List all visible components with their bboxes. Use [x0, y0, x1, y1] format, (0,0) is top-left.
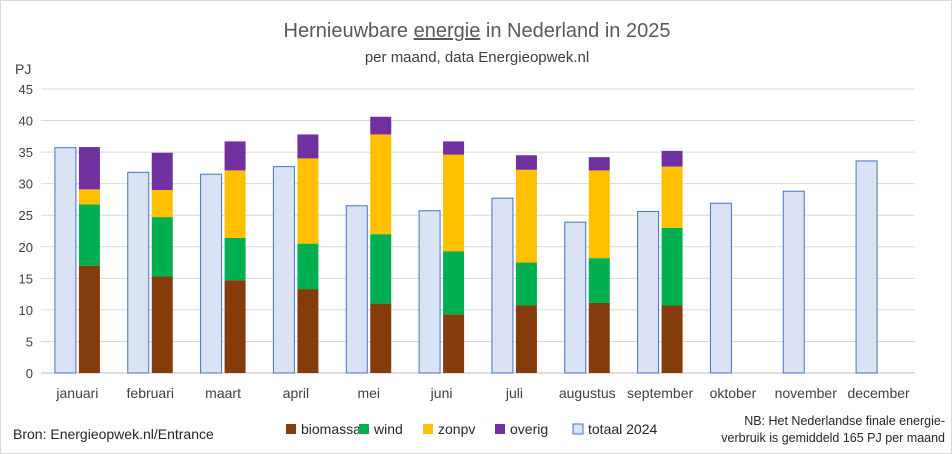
bar-segment-wind: [151, 217, 173, 277]
y-tick-labels: 0 5 10 15 20 25 30 35 40 45: [19, 82, 33, 381]
x-tick-label: september: [627, 385, 693, 401]
bar-segment-zonpv: [661, 166, 683, 228]
bar-segment-zonpv: [151, 189, 173, 218]
y-tick-label: 15: [19, 271, 33, 286]
legend-label: biomassa: [301, 421, 361, 437]
chart-subtitle: per maand, data Energieopwek.nl: [365, 49, 589, 66]
legend: biomassa wind zonpv overig totaal 2024: [286, 421, 657, 437]
bar-segment-overig: [151, 152, 173, 190]
legend-swatch-biomassa: [286, 424, 296, 434]
x-tick-label: oktober: [710, 385, 757, 401]
bar-segment-biomassa: [151, 276, 173, 373]
bar-segment-biomassa: [370, 303, 392, 373]
y-tick-label: 0: [26, 366, 33, 381]
bar-segment-biomassa: [443, 314, 465, 373]
y-axis-label: PJ: [15, 61, 31, 77]
x-tick-label: november: [775, 385, 838, 401]
note-line-1: NB: Het Nederlandse finale energie-: [744, 414, 945, 428]
bar-segment-overig: [661, 150, 683, 167]
bar-segment-overig: [443, 141, 465, 155]
x-tick-labels: januari februari maart april mei juni juli augu…: [55, 385, 910, 401]
y-tick-label: 30: [19, 177, 33, 192]
bar-segment-biomassa: [515, 305, 537, 373]
legend-label: wind: [373, 421, 403, 437]
y-tick-label: 25: [19, 208, 33, 223]
bar-totaal-2024: [54, 147, 77, 374]
bar-segment-wind: [588, 258, 610, 303]
legend-swatch-totaal-2024: [572, 423, 584, 435]
y-tick-label: 35: [19, 145, 33, 160]
bar-totaal-2024: [491, 197, 514, 374]
bar-segment-overig: [297, 134, 319, 159]
bar-totaal-2024: [272, 166, 295, 374]
bar-segment-overig: [78, 147, 100, 190]
x-tick-label: februari: [127, 385, 174, 401]
bar-totaal-2024: [782, 190, 805, 374]
source-text: Bron: Energieopwek.nl/Entrance: [13, 426, 214, 442]
chart-title: Hernieuwbare energie in Nederland in 202…: [284, 20, 671, 42]
y-tick-label: 20: [19, 240, 33, 255]
bar-totaal-2024: [200, 173, 223, 374]
legend-swatch-overig: [495, 424, 505, 434]
legend-label: overig: [510, 421, 548, 437]
bar-segment-wind: [224, 237, 246, 281]
bar-segment-biomassa: [297, 289, 319, 373]
bar-totaal-2024: [709, 202, 732, 374]
y-tick-label: 40: [19, 114, 33, 129]
x-tick-label: december: [847, 385, 910, 401]
bar-segment-wind: [515, 262, 537, 306]
bar-segment-overig: [224, 141, 246, 171]
bar-totaal-2024: [345, 205, 368, 374]
y-tick-label: 5: [26, 334, 33, 349]
bar-segment-zonpv: [78, 189, 100, 205]
bar-segment-wind: [78, 204, 100, 266]
x-tick-label: juli: [505, 385, 523, 401]
bar-totaal-2024: [855, 160, 878, 374]
x-tick-label: april: [283, 385, 309, 401]
bar-segment-zonpv: [224, 170, 246, 238]
x-tick-label: juni: [430, 385, 453, 401]
bar-segment-biomassa: [78, 265, 100, 373]
bar-totaal-2024: [418, 210, 441, 374]
bar-segment-wind: [661, 227, 683, 306]
bar-segment-wind: [297, 243, 319, 290]
gridlines: [41, 88, 915, 374]
bar-segment-zonpv: [515, 169, 537, 263]
bar-segment-overig: [515, 155, 537, 170]
bar-totaal-2024: [127, 171, 150, 374]
note-line-2: verbruik is gemiddeld 165 PJ per maand: [721, 431, 945, 445]
bar-segment-overig: [370, 116, 392, 135]
bars: [54, 116, 878, 374]
bar-segment-overig: [588, 157, 610, 171]
bar-segment-biomassa: [588, 302, 610, 373]
bar-totaal-2024: [564, 221, 587, 374]
bar-segment-wind: [443, 251, 465, 315]
bar-segment-zonpv: [297, 158, 319, 244]
bar-segment-zonpv: [588, 170, 610, 259]
legend-label: zonpv: [438, 421, 475, 437]
bar-segment-biomassa: [224, 280, 246, 373]
x-tick-label: maart: [205, 385, 241, 401]
chart-title-start: Hernieuwbare: [284, 20, 414, 42]
bar-segment-zonpv: [370, 134, 392, 235]
x-tick-label: augustus: [559, 385, 616, 401]
x-tick-label: mei: [357, 385, 380, 401]
bar-segment-wind: [370, 234, 392, 304]
bar-segment-zonpv: [443, 154, 465, 252]
legend-swatch-wind: [359, 424, 369, 434]
legend-label: totaal 2024: [588, 421, 657, 437]
bar-segment-biomassa: [661, 305, 683, 373]
chart-title-end: in Nederland in 2025: [480, 20, 670, 42]
chart-title-underlined: energie: [414, 20, 481, 42]
bar-totaal-2024: [637, 210, 660, 374]
y-tick-label: 10: [19, 303, 33, 318]
x-tick-label: januari: [55, 385, 98, 401]
legend-swatch-zonpv: [423, 424, 433, 434]
y-tick-label: 45: [19, 82, 33, 97]
